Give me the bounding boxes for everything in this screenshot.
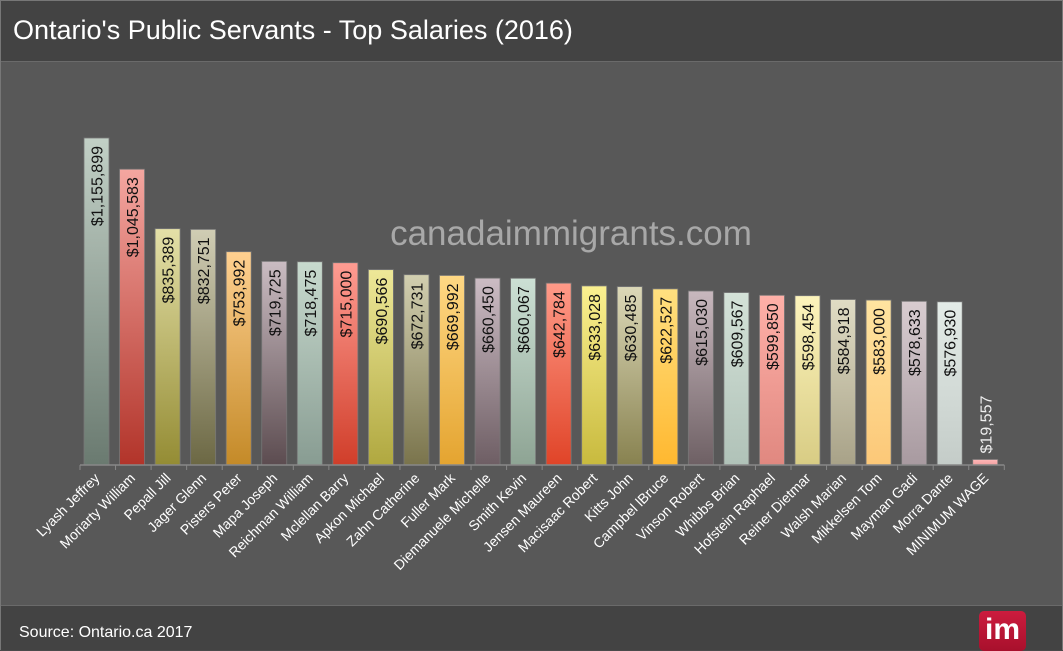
bar xyxy=(83,137,110,466)
data-label: $1,155,899 xyxy=(90,146,107,226)
data-label: $642,784 xyxy=(552,291,569,358)
data-label: $633,028 xyxy=(587,294,604,361)
bar xyxy=(723,292,750,466)
bar xyxy=(510,277,537,466)
data-label: $615,030 xyxy=(694,299,711,366)
data-label: $669,992 xyxy=(445,283,462,350)
data-label: $19,557 xyxy=(978,396,995,454)
bar xyxy=(865,299,892,466)
data-label: $599,850 xyxy=(765,303,782,370)
bar xyxy=(794,295,821,466)
data-label: $753,992 xyxy=(232,260,249,327)
bar xyxy=(687,290,714,466)
data-label: $719,725 xyxy=(267,269,284,336)
bar xyxy=(545,282,572,466)
data-label: $715,000 xyxy=(338,271,355,338)
data-label: $835,389 xyxy=(161,237,178,304)
data-label: $718,475 xyxy=(303,270,320,337)
data-label: $832,751 xyxy=(196,237,213,304)
bar xyxy=(296,261,323,466)
data-label: $672,731 xyxy=(409,283,426,350)
im-logo: im xyxy=(979,611,1026,651)
bar xyxy=(474,277,501,466)
data-label: $660,450 xyxy=(481,286,498,353)
data-label: $690,566 xyxy=(374,278,391,345)
data-label: $660,067 xyxy=(516,286,533,353)
bar xyxy=(616,286,643,466)
bar xyxy=(154,228,181,466)
data-label: $578,633 xyxy=(907,309,924,376)
bar xyxy=(581,285,608,466)
bar xyxy=(972,459,999,466)
data-label: $609,567 xyxy=(729,300,746,367)
source-note: Source: Ontario.ca 2017 xyxy=(19,624,193,641)
chart-title: Ontario's Public Servants - Top Salaries… xyxy=(13,15,573,45)
bar xyxy=(901,300,928,466)
data-label: $622,527 xyxy=(658,297,675,364)
watermark: canadaimmigrants.com xyxy=(390,214,752,253)
bar xyxy=(332,262,359,466)
data-label: $598,454 xyxy=(801,304,818,371)
bar xyxy=(367,269,394,466)
bar xyxy=(439,275,465,466)
data-label: $576,930 xyxy=(943,310,960,377)
data-label: $1,045,583 xyxy=(125,177,142,257)
data-label: $583,000 xyxy=(872,308,889,375)
bar xyxy=(652,288,679,466)
title-bar: Ontario's Public Servants - Top Salaries… xyxy=(1,1,1062,62)
data-label: $630,485 xyxy=(623,295,640,362)
footer: Source: Ontario.ca 2017 im xyxy=(1,605,1062,651)
bar xyxy=(119,168,145,466)
data-label: $584,918 xyxy=(836,307,853,374)
